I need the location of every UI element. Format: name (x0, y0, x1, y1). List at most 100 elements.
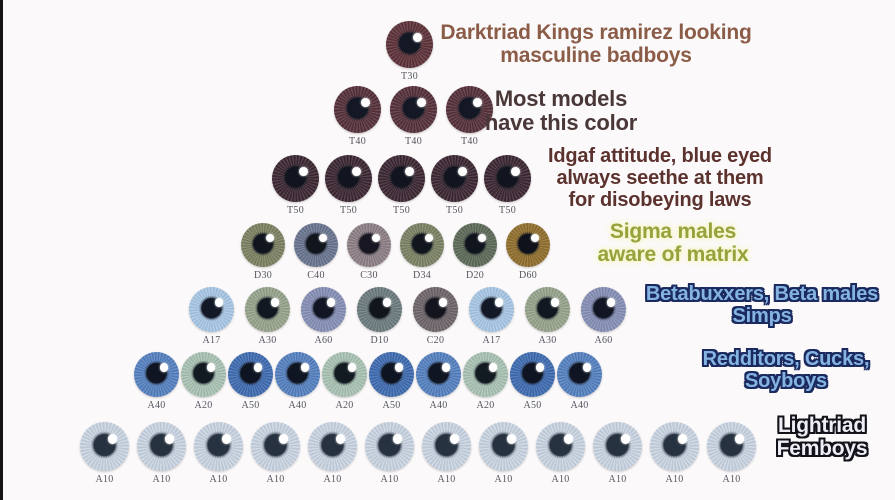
pyramid-row-7: A10 A10 A10 A10 A10 A10 A10 A10 A10 A10 A10 A10 (80, 422, 756, 485)
eye-icon (581, 287, 626, 332)
annotation-lightriad: Lightriad Femboys (776, 414, 868, 461)
eye-item: A10 (593, 422, 642, 485)
annotation-most-models: Most models have this color (484, 86, 638, 136)
eye-code-label: A10 (437, 474, 456, 485)
eye-icon (469, 287, 514, 332)
eye-item: T40 (446, 86, 493, 147)
eye-item: T40 (334, 86, 381, 147)
eye-icon (241, 223, 285, 267)
eye-item: A17 (189, 287, 234, 346)
pyramid-row-6: A40 A20 A50 A40 A20 A50 A40 A20 A50 A40 (134, 352, 602, 411)
eye-item: A40 (416, 352, 461, 411)
eye-icon (137, 422, 186, 471)
eye-code-label: T40 (460, 136, 478, 147)
eye-item: A10 (365, 422, 414, 485)
eye-icon (431, 155, 478, 202)
eye-icon (308, 422, 357, 471)
eye-code-label: A50 (382, 400, 401, 411)
eye-item: A10 (536, 422, 585, 485)
eye-icon (484, 155, 531, 202)
eye-icon (181, 352, 226, 397)
eye-item: A10 (479, 422, 528, 485)
eye-item: T50 (325, 155, 372, 216)
eye-code-label: D60 (518, 270, 538, 281)
eye-code-label: D10 (370, 335, 389, 346)
eye-item: A30 (525, 287, 570, 346)
eye-icon (189, 287, 234, 332)
eye-code-label: D30 (253, 270, 273, 281)
eye-code-label: A40 (570, 400, 589, 411)
eye-code-label: A10 (209, 474, 228, 485)
eye-code-label: T50 (286, 205, 304, 216)
eye-code-label: A10 (323, 474, 342, 485)
eye-code-label: D34 (412, 270, 432, 281)
eye-code-label: A30 (258, 335, 277, 346)
eye-item: C30 (347, 223, 391, 281)
eye-item: A20 (322, 352, 367, 411)
eye-item: T30 (386, 21, 433, 82)
eye-code-label: A10 (380, 474, 399, 485)
eye-code-label: A50 (523, 400, 542, 411)
eye-icon (390, 86, 437, 133)
eye-code-label: C30 (360, 270, 378, 281)
eye-code-label: T30 (400, 71, 418, 82)
pyramid-row-4: D30 C40 C30 D34 D20 D60 (241, 223, 550, 281)
eye-icon (194, 422, 243, 471)
eye-icon (707, 422, 756, 471)
eye-icon (275, 352, 320, 397)
eye-icon (453, 223, 497, 267)
eye-icon (228, 352, 273, 397)
eye-icon (422, 422, 471, 471)
eye-code-label: A20 (335, 400, 354, 411)
eye-code-label: A40 (429, 400, 448, 411)
eye-icon (251, 422, 300, 471)
eye-item: A60 (301, 287, 346, 346)
eye-code-label: A10 (722, 474, 741, 485)
annotation-sigma-males: Sigma males aware of matrix (597, 220, 749, 267)
eye-item: D60 (506, 223, 550, 281)
eye-code-label: A10 (95, 474, 114, 485)
eye-code-label: A20 (476, 400, 495, 411)
eye-icon (272, 155, 319, 202)
eye-icon (525, 287, 570, 332)
eye-code-label: A30 (538, 335, 557, 346)
eye-item: A40 (557, 352, 602, 411)
eye-item: A10 (251, 422, 300, 485)
eye-item: T50 (272, 155, 319, 216)
pyramid-row-5: A17 A30 A60 D10 C20 A17 A30 A60 (189, 287, 626, 346)
eye-item: D34 (400, 223, 444, 281)
annotation-betabuxxers: Betabuxxers, Beta males Simps (645, 283, 879, 327)
pyramid-row-1: T30 (386, 21, 433, 82)
eye-code-label: D20 (465, 270, 485, 281)
eye-item: A30 (245, 287, 290, 346)
eye-icon (386, 21, 433, 68)
eye-code-label: A10 (551, 474, 570, 485)
eye-code-label: A50 (241, 400, 260, 411)
eye-icon (413, 287, 458, 332)
eye-icon (301, 287, 346, 332)
eye-item: A10 (80, 422, 129, 485)
eye-icon (134, 352, 179, 397)
eye-icon (378, 155, 425, 202)
eye-icon (325, 155, 372, 202)
eye-icon (510, 352, 555, 397)
eye-icon (650, 422, 699, 471)
eye-code-label: T40 (348, 136, 366, 147)
eye-code-label: A40 (147, 400, 166, 411)
eye-item: T50 (484, 155, 531, 216)
eye-icon (557, 352, 602, 397)
eye-code-label: A10 (494, 474, 513, 485)
eye-code-label: A10 (608, 474, 627, 485)
eye-item: A20 (463, 352, 508, 411)
eye-icon (294, 223, 338, 267)
eye-item: A10 (194, 422, 243, 485)
left-edge-bar (0, 0, 3, 500)
eye-icon (536, 422, 585, 471)
eye-code-label: A10 (665, 474, 684, 485)
eye-icon (479, 422, 528, 471)
eye-icon (446, 86, 493, 133)
eye-icon (369, 352, 414, 397)
eye-item: A10 (137, 422, 186, 485)
eye-item: A40 (275, 352, 320, 411)
eye-code-label: A10 (266, 474, 285, 485)
